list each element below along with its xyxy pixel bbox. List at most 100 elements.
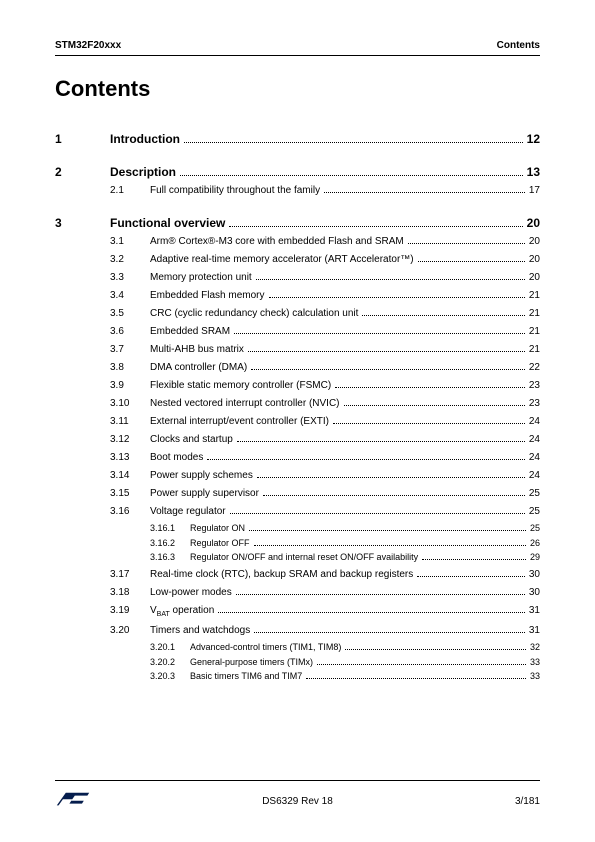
toc-subsection: 3.11External interrupt/event controller … (110, 415, 540, 429)
sub-number: 3.16 (110, 505, 150, 519)
sub-number: 3.18 (110, 586, 150, 600)
sub-number: 3.3 (110, 271, 150, 285)
leader-dots (254, 545, 526, 546)
toc-subsection: 3.12Clocks and startup 24 (110, 433, 540, 447)
sub-page: 23 (529, 379, 540, 393)
sub-title: Adaptive real-time memory accelerator (A… (150, 253, 414, 267)
sub-title: Embedded Flash memory (150, 289, 265, 303)
sub-page: 20 (529, 253, 540, 267)
toc-subsection: 3.2Adaptive real-time memory accelerator… (110, 253, 540, 267)
sub-page: 21 (529, 325, 540, 339)
section-title: Functional overview (110, 216, 225, 230)
toc-subsection: 3.7Multi-AHB bus matrix 21 (110, 343, 540, 357)
leader-dots (256, 279, 525, 280)
leader-dots (236, 594, 525, 595)
sub-title: Embedded SRAM (150, 325, 230, 339)
sub-number: 3.1 (110, 235, 150, 249)
toc-subsubsection: 3.16.1Regulator ON 25 (150, 523, 540, 535)
sub-page: 21 (529, 343, 540, 357)
subsub-page: 29 (530, 552, 540, 564)
sub-page: 31 (529, 604, 540, 618)
toc-subsubsection: 3.20.1Advanced-control timers (TIM1, TIM… (150, 642, 540, 654)
toc-subsection: 3.14Power supply schemes24 (110, 469, 540, 483)
leader-dots (207, 459, 525, 460)
toc-subsection: 3.19VBAT operation31 (110, 604, 540, 620)
sub-number: 3.9 (110, 379, 150, 393)
toc-subsection: 3.20Timers and watchdogs31 (110, 624, 540, 638)
sub-title: External interrupt/event controller (EXT… (150, 415, 329, 429)
leader-dots (237, 441, 525, 442)
subsub-title: Regulator ON (190, 523, 245, 535)
sub-number: 3.15 (110, 487, 150, 501)
sub-page: 24 (529, 433, 540, 447)
subsub-title: Advanced-control timers (TIM1, TIM8) (190, 642, 341, 654)
toc-subsection: 3.16Voltage regulator 25 (110, 505, 540, 519)
sub-title: Clocks and startup (150, 433, 233, 447)
sub-title: Multi-AHB bus matrix (150, 343, 244, 357)
section-number: 2 (55, 165, 110, 179)
subsub-number: 3.16.3 (150, 552, 190, 564)
toc-subsubsection: 3.20.2General-purpose timers (TIMx)33 (150, 657, 540, 669)
sub-title: Low-power modes (150, 586, 232, 600)
sub-number: 3.20 (110, 624, 150, 638)
sub-title: Power supply schemes (150, 469, 253, 483)
header-left: STM32F20xxx (55, 40, 121, 51)
leader-dots (324, 192, 525, 193)
sub-number: 3.17 (110, 568, 150, 582)
leader-dots (234, 333, 525, 334)
toc-subsection: 3.4Embedded Flash memory21 (110, 289, 540, 303)
leader-dots (362, 315, 524, 316)
subsub-number: 3.16.2 (150, 538, 190, 550)
sub-number: 3.12 (110, 433, 150, 447)
sub-number: 3.8 (110, 361, 150, 375)
section-number: 1 (55, 132, 110, 146)
sub-page: 25 (529, 487, 540, 501)
toc-section: 3Functional overview20 (55, 216, 540, 231)
toc-subsubsection: 3.16.2Regulator OFF26 (150, 538, 540, 550)
sub-title: Arm® Cortex®-M3 core with embedded Flash… (150, 235, 404, 249)
sub-title: Memory protection unit (150, 271, 252, 285)
sub-title: Real-time clock (RTC), backup SRAM and b… (150, 568, 413, 582)
subsub-page: 32 (530, 642, 540, 654)
subsub-number: 3.16.1 (150, 523, 190, 535)
leader-dots (408, 243, 525, 244)
toc-subsection: 3.8DMA controller (DMA)22 (110, 361, 540, 375)
sub-title: Voltage regulator (150, 505, 226, 519)
subsub-title: Regulator OFF (190, 538, 250, 550)
sub-title: Full compatibility throughout the family (150, 184, 320, 198)
leader-dots (254, 632, 525, 633)
sub-page: 30 (529, 586, 540, 600)
toc-subsection: 3.17Real-time clock (RTC), backup SRAM a… (110, 568, 540, 582)
subsub-number: 3.20.2 (150, 657, 190, 669)
section-page: 20 (527, 216, 540, 230)
sub-title: Timers and watchdogs (150, 624, 250, 638)
leader-dots (333, 423, 525, 424)
toc-subsection: 3.6Embedded SRAM21 (110, 325, 540, 339)
sub-page: 20 (529, 235, 540, 249)
leader-dots (422, 559, 526, 560)
toc-subsection: 3.15Power supply supervisor25 (110, 487, 540, 501)
sub-title: DMA controller (DMA) (150, 361, 247, 375)
subsub-page: 25 (530, 523, 540, 535)
sub-number: 3.10 (110, 397, 150, 411)
sub-number: 3.19 (110, 604, 150, 618)
section-title: Introduction (110, 132, 180, 146)
subsub-title: Basic timers TIM6 and TIM7 (190, 671, 302, 683)
header-right: Contents (497, 40, 540, 51)
page-title: Contents (55, 76, 540, 102)
leader-dots (418, 261, 525, 262)
toc-subsection: 2.1Full compatibility throughout the fam… (110, 184, 540, 198)
toc-subsubsection: 3.16.3Regulator ON/OFF and internal rese… (150, 552, 540, 564)
sub-page: 25 (529, 505, 540, 519)
st-logo (55, 789, 91, 814)
toc-section: 1Introduction12 (55, 132, 540, 147)
sub-number: 3.7 (110, 343, 150, 357)
leader-dots (180, 175, 523, 176)
leader-dots (306, 678, 526, 679)
toc-subsection: 3.5CRC (cyclic redundancy check) calcula… (110, 307, 540, 321)
sub-page: 24 (529, 415, 540, 429)
sub-page: 20 (529, 271, 540, 285)
sub-page: 21 (529, 289, 540, 303)
toc-subsection: 3.10Nested vectored interrupt controller… (110, 397, 540, 411)
sub-number: 3.11 (110, 415, 150, 429)
